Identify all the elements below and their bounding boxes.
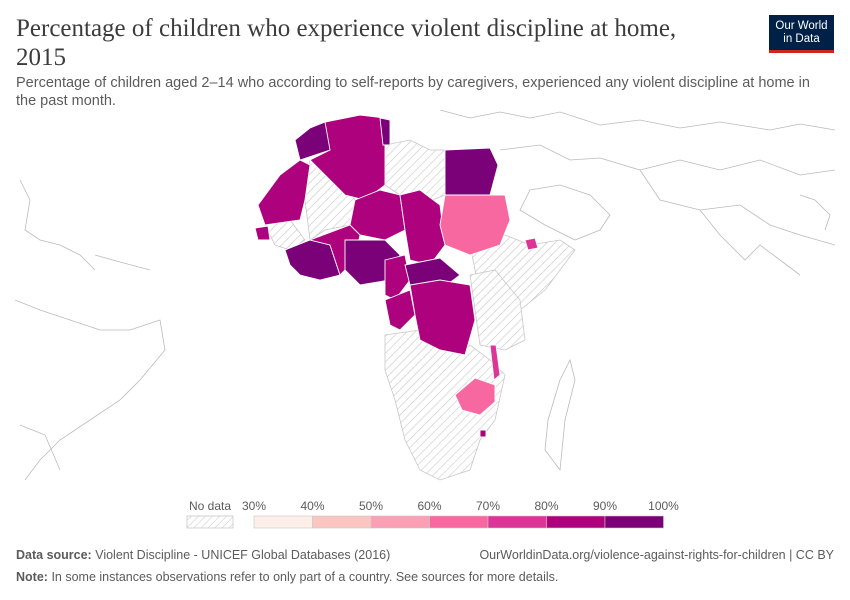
region-western-sahara[interactable] bbox=[257, 159, 311, 226]
logo-line-1: Our World bbox=[775, 20, 828, 32]
region-gabon-congo[interactable] bbox=[384, 289, 416, 331]
region-egypt[interactable] bbox=[444, 147, 499, 196]
background-outlines bbox=[14, 110, 836, 481]
note-label: Note: bbox=[16, 570, 48, 584]
chart-title: Percentage of children who experience vi… bbox=[16, 15, 677, 71]
legend-bin-3[interactable] bbox=[370, 515, 430, 529]
chart-note: Note: In some instances observations ref… bbox=[16, 570, 558, 584]
chart-url[interactable]: OurWorldinData.org/violence-against-righ… bbox=[479, 548, 834, 562]
legend-bin-6[interactable] bbox=[546, 515, 606, 529]
logo-line-2: in Data bbox=[783, 33, 820, 45]
region-malawi[interactable] bbox=[489, 344, 501, 381]
legend-tick-label: 30% bbox=[242, 499, 266, 513]
legend-bins: 30% 40% 50% 60% 70% 80% 90% 100% bbox=[242, 499, 679, 529]
data-regions bbox=[254, 114, 539, 438]
logo-accent-bar bbox=[769, 50, 834, 53]
note-text: In some instances observations refer to … bbox=[51, 570, 559, 584]
legend-tick-label: 70% bbox=[476, 499, 500, 513]
legend: No data 30% 40% 50% 60% 70% 80% 90% 100% bbox=[186, 499, 679, 529]
legend-bin-7[interactable] bbox=[604, 515, 664, 529]
region-sudan[interactable] bbox=[439, 194, 511, 256]
legend-bin-1[interactable] bbox=[253, 515, 313, 529]
data-source-link[interactable]: Violent Discipline - UNICEF Global Datab… bbox=[95, 548, 391, 562]
legend-tick-label: 40% bbox=[300, 499, 324, 513]
region-swaziland[interactable] bbox=[479, 429, 487, 438]
data-source-label: Data source: bbox=[16, 548, 92, 562]
legend-tick-label: 80% bbox=[534, 499, 558, 513]
region-zimbabwe[interactable] bbox=[454, 377, 496, 416]
region-tunisia[interactable] bbox=[379, 117, 391, 146]
legend-no-data-swatch[interactable] bbox=[186, 515, 234, 529]
legend-tick-label: 50% bbox=[359, 499, 383, 513]
legend-tick-label: 100% bbox=[648, 499, 679, 513]
region-cameroon[interactable] bbox=[384, 254, 411, 301]
legend-bin-4[interactable] bbox=[429, 515, 489, 529]
chart-subtitle: Percentage of children aged 2–14 who acc… bbox=[16, 75, 810, 109]
region-chad[interactable] bbox=[399, 189, 446, 266]
legend-no-data-label: No data bbox=[189, 499, 231, 513]
region-senegal-gambia[interactable] bbox=[254, 225, 271, 241]
legend-tick-label: 90% bbox=[593, 499, 617, 513]
region-central-east[interactable] bbox=[469, 269, 526, 351]
legend-bin-2[interactable] bbox=[312, 515, 372, 529]
choropleth-map bbox=[14, 110, 836, 481]
legend-bin-5[interactable] bbox=[487, 515, 547, 529]
region-eritrea[interactable] bbox=[524, 237, 539, 251]
data-source: Data source: Violent Discipline - UNICEF… bbox=[16, 548, 390, 562]
region-drc[interactable] bbox=[409, 279, 476, 356]
legend-tick-label: 60% bbox=[417, 499, 441, 513]
owid-logo[interactable]: Our World in Data bbox=[769, 15, 834, 53]
